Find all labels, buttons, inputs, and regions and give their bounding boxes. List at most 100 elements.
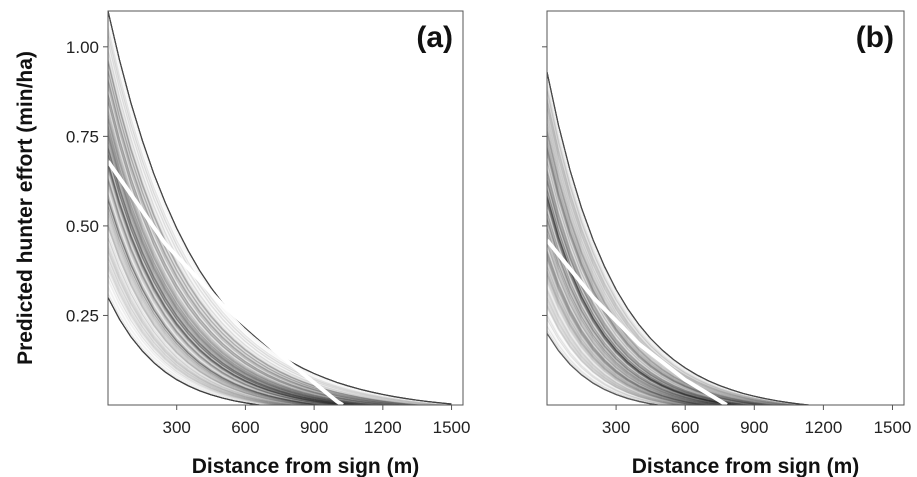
posterior-draw-line — [547, 265, 703, 405]
posterior-draw-line — [547, 287, 691, 405]
posterior-draw-line — [108, 40, 443, 405]
posterior-draw-line — [108, 78, 411, 405]
posterior-draw-line — [547, 98, 798, 405]
posterior-draw-line — [547, 259, 707, 405]
posterior-draw-line — [547, 293, 688, 405]
posterior-draw-line — [547, 90, 803, 405]
posterior-draw-line — [547, 299, 684, 405]
posterior-draw-line — [547, 99, 797, 405]
posterior-draw-line — [547, 297, 686, 405]
posterior-draw-line — [547, 254, 710, 405]
posterior-draw-line — [108, 252, 294, 405]
panel-a: 0.25 0.50 0.75 1.00 300 600 900 1200 1500 (a) D… — [66, 10, 470, 477]
posterior-draw-line — [108, 156, 354, 405]
posterior-draw-line — [108, 199, 326, 405]
posterior-draw-line — [108, 150, 359, 405]
posterior-draw-line — [108, 32, 450, 405]
posterior-draw-line — [547, 212, 732, 405]
x-axis-title: Distance from sign (m) — [632, 455, 860, 477]
posterior-draw-line — [108, 139, 366, 405]
posterior-draw-line — [108, 166, 348, 405]
x-tick-label: 900 — [300, 418, 328, 437]
posterior-draw-line — [108, 250, 295, 405]
posterior-draw-line — [547, 266, 703, 405]
posterior-draw-line — [547, 131, 777, 405]
posterior-draw-line — [547, 105, 793, 405]
posterior-draw-line — [108, 151, 358, 405]
posterior-draw-line — [108, 146, 360, 405]
posterior-draw-line — [108, 153, 356, 405]
posterior-draw-line — [547, 305, 681, 405]
posterior-draw-line — [108, 253, 293, 405]
posterior-draw-line — [547, 250, 712, 405]
posterior-draw-line — [108, 118, 380, 405]
posterior-draw-line — [547, 217, 730, 405]
posterior-draws — [108, 31, 451, 405]
posterior-draw-line — [547, 274, 699, 405]
posterior-draw-line — [108, 236, 303, 405]
posterior-draw-line — [108, 184, 337, 405]
posterior-draw-line — [547, 227, 724, 405]
posterior-draw-line — [108, 163, 350, 405]
posterior-draw-line — [547, 258, 707, 405]
posterior-draw-line — [547, 96, 799, 405]
posterior-draw-line — [108, 257, 291, 405]
posterior-draw-line — [108, 204, 323, 405]
posterior-draw-line — [108, 256, 291, 405]
posterior-draw-line — [108, 273, 280, 405]
posterior-draw-line — [547, 304, 681, 405]
posterior-draw-line — [547, 274, 699, 405]
posterior-draw-line — [108, 135, 369, 405]
posterior-draw-line — [108, 160, 352, 405]
posterior-draw-line — [547, 254, 710, 405]
x-axis-title: Distance from sign (m) — [192, 455, 420, 477]
posterior-draw-line — [547, 127, 780, 405]
posterior-draw-line — [547, 273, 699, 405]
x-tick-label: 1200 — [364, 418, 402, 437]
posterior-draw-line — [108, 148, 359, 405]
posterior-draw-line — [547, 270, 701, 405]
posterior-draw-line — [108, 109, 388, 405]
posterior-draw-line — [108, 154, 355, 405]
posterior-draw-line — [108, 265, 286, 405]
posterior-draw-line — [108, 256, 291, 405]
posterior-draw-line — [547, 117, 786, 405]
posterior-draw-line — [547, 113, 788, 405]
posterior-draw-line — [547, 278, 697, 405]
posterior-draw-line — [547, 239, 718, 405]
posterior-draw-line — [547, 231, 722, 405]
posterior-draw-line — [108, 31, 451, 405]
posterior-draw-line — [108, 193, 330, 405]
posterior-draw-line — [547, 248, 713, 405]
posterior-draw-line — [547, 132, 777, 405]
posterior-draw-line — [108, 112, 385, 405]
x-tick-label: 600 — [671, 418, 699, 437]
posterior-draw-line — [108, 154, 355, 405]
posterior-draw-line — [547, 218, 730, 405]
posterior-draw-line — [547, 250, 712, 405]
posterior-draw-line — [108, 148, 359, 405]
posterior-draw-line — [547, 149, 766, 405]
posterior-draw-line — [547, 251, 711, 405]
posterior-draw-line — [108, 210, 319, 405]
posterior-draw-line — [108, 47, 437, 405]
posterior-draw-line — [108, 59, 427, 405]
posterior-draw-line — [108, 214, 318, 405]
posterior-draw-line — [108, 50, 434, 405]
posterior-draw-line — [547, 231, 722, 405]
posterior-draw-line — [547, 304, 681, 405]
posterior-draw-line — [547, 149, 766, 405]
posterior-draw-line — [108, 155, 355, 405]
posterior-draw-line — [108, 245, 298, 405]
posterior-draw-line — [547, 263, 705, 405]
posterior-draw-line — [108, 70, 418, 405]
posterior-draw-line — [108, 33, 449, 405]
posterior-draw-line — [547, 102, 795, 405]
posterior-draw-line — [108, 135, 369, 405]
posterior-draw-line — [108, 167, 347, 405]
posterior-draw-line — [547, 252, 711, 405]
x-tick-label: 600 — [231, 418, 259, 437]
posterior-draw-line — [547, 257, 708, 405]
posterior-draw-line — [108, 207, 321, 405]
